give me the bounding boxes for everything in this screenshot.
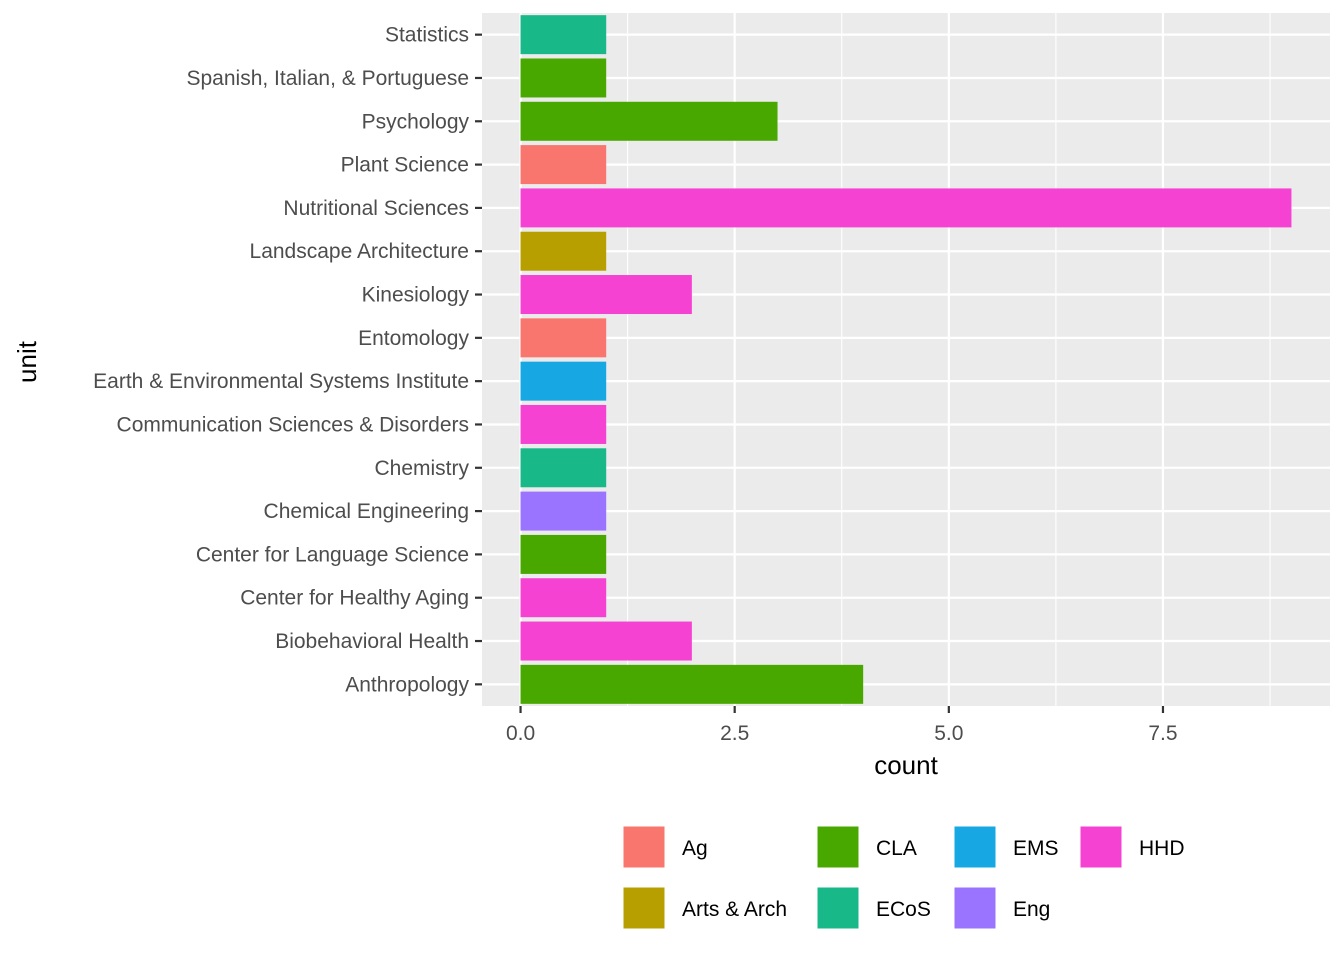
y-axis: Anthropology Biobehavioral Health Center f… xyxy=(93,24,482,696)
y-tick-label: Statistics xyxy=(385,24,469,47)
bar xyxy=(520,404,607,444)
x-tick-label: 0.0 xyxy=(506,722,535,745)
y-tick-label: Chemistry xyxy=(374,457,469,480)
bar xyxy=(520,188,1292,228)
y-tick-label: Communication Sciences & Disorders xyxy=(117,413,469,436)
bar xyxy=(520,621,692,661)
legend-label: Eng xyxy=(1013,898,1050,921)
x-tick-label: 2.5 xyxy=(720,722,749,745)
y-tick-label: Biobehavioral Health xyxy=(275,630,469,653)
bar xyxy=(520,578,607,618)
bar xyxy=(520,664,864,704)
bar xyxy=(520,448,607,488)
y-tick-label: Kinesiology xyxy=(362,284,470,307)
bars xyxy=(520,15,1292,704)
legend-label: ECoS xyxy=(876,898,931,921)
bar xyxy=(520,101,778,141)
bar xyxy=(520,145,607,185)
bar xyxy=(520,491,607,531)
bar xyxy=(520,534,607,574)
y-tick-label: Nutritional Sciences xyxy=(283,197,469,220)
y-tick-label: Anthropology xyxy=(345,673,469,696)
legend-key xyxy=(816,886,860,930)
x-tick-label: 7.5 xyxy=(1148,722,1177,745)
y-tick-label: Entomology xyxy=(358,327,469,350)
x-tick-label: 5.0 xyxy=(934,722,963,745)
y-tick-label: Center for Language Science xyxy=(196,543,469,566)
y-tick-label: Psychology xyxy=(362,110,470,133)
y-tick-label: Spanish, Italian, & Portuguese xyxy=(186,67,469,90)
x-axis-title: count xyxy=(874,750,938,780)
y-axis-title: unit xyxy=(12,340,42,383)
bar xyxy=(520,275,692,315)
y-tick-label: Center for Healthy Aging xyxy=(240,587,469,610)
legend-key xyxy=(816,825,860,869)
legend-key xyxy=(953,825,997,869)
legend-key xyxy=(622,825,666,869)
y-tick-label: Landscape Architecture xyxy=(250,240,469,263)
legend-key xyxy=(953,886,997,930)
legend-label: EMS xyxy=(1013,837,1059,860)
bar xyxy=(520,15,607,55)
bar xyxy=(520,58,607,98)
legend-label: CLA xyxy=(876,837,917,860)
legend-key xyxy=(622,886,666,930)
y-tick-label: Plant Science xyxy=(341,154,469,177)
legend-label: HHD xyxy=(1139,837,1185,860)
legend-label: Ag xyxy=(682,837,708,860)
y-tick-label: Chemical Engineering xyxy=(264,500,469,523)
bar xyxy=(520,361,607,401)
legend: Ag Arts & Arch CLA ECoS EMS Eng HHD xyxy=(622,825,1185,930)
x-axis: 0.0 2.5 5.0 7.5 xyxy=(506,706,1178,745)
legend-key xyxy=(1079,825,1123,869)
bar xyxy=(520,231,607,271)
y-tick-label: Earth & Environmental Systems Institute xyxy=(93,370,469,393)
bar xyxy=(520,318,607,358)
legend-label: Arts & Arch xyxy=(682,898,787,921)
